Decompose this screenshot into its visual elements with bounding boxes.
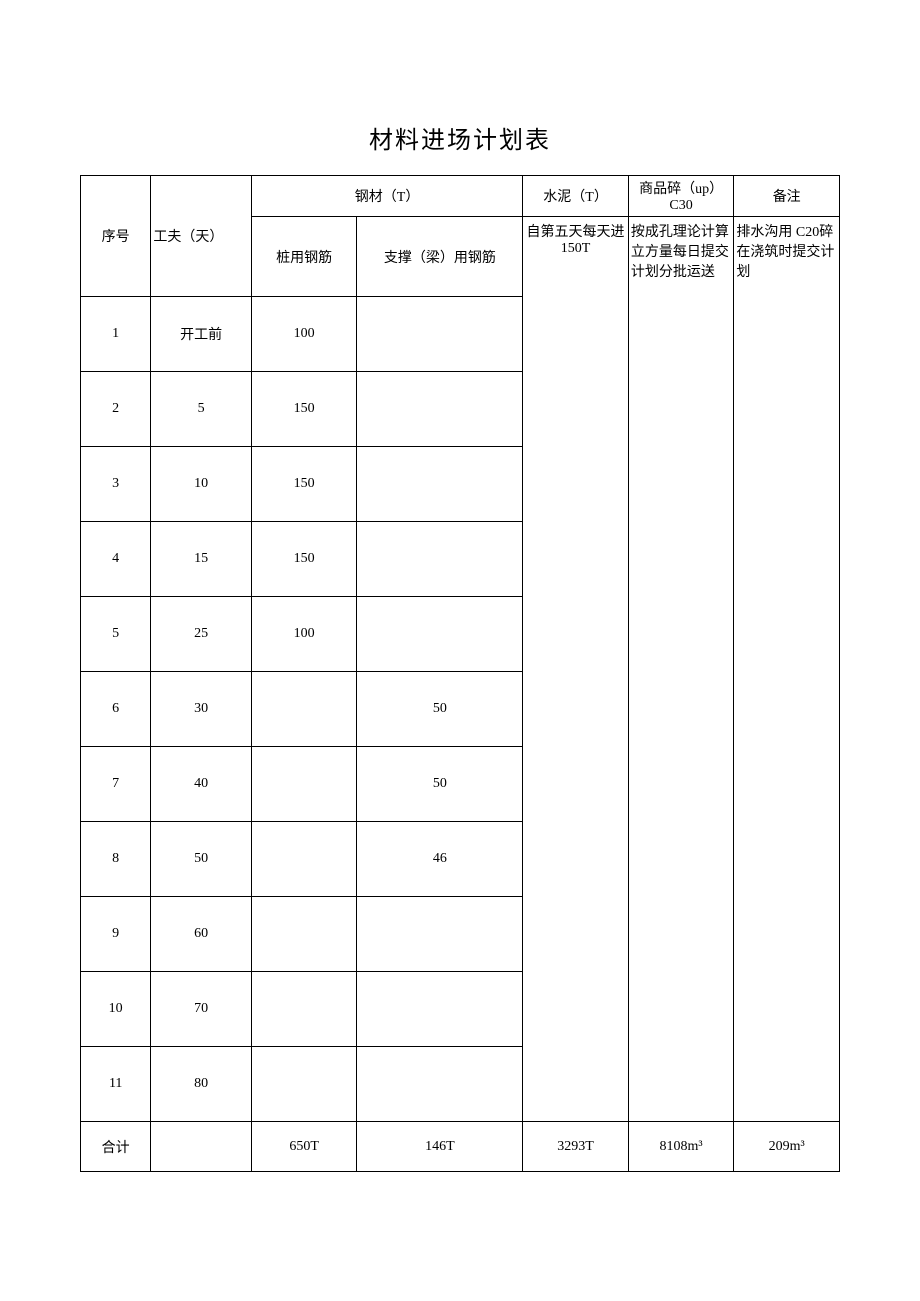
cell-days: 60 bbox=[151, 897, 252, 972]
cell-support bbox=[357, 297, 523, 372]
cell-days: 40 bbox=[151, 747, 252, 822]
total-pile: 650T bbox=[251, 1122, 357, 1172]
cell-pile bbox=[251, 1047, 357, 1122]
cell-pile bbox=[251, 972, 357, 1047]
total-row: 合计 650T 146T 3293T 8108m³ 209m³ bbox=[81, 1122, 840, 1172]
cell-seq: 5 bbox=[81, 597, 151, 672]
cell-days: 50 bbox=[151, 822, 252, 897]
header-days: 工夫（天） bbox=[151, 176, 252, 297]
cell-support bbox=[357, 972, 523, 1047]
cell-days: 5 bbox=[151, 372, 252, 447]
total-days bbox=[151, 1122, 252, 1172]
header-pile-steel: 桩用钢筋 bbox=[251, 217, 357, 297]
cell-seq: 7 bbox=[81, 747, 151, 822]
total-cement: 3293T bbox=[523, 1122, 629, 1172]
cell-days: 10 bbox=[151, 447, 252, 522]
cell-support bbox=[357, 597, 523, 672]
total-commodity: 8108m³ bbox=[628, 1122, 734, 1172]
cell-support bbox=[357, 897, 523, 972]
cell-seq: 4 bbox=[81, 522, 151, 597]
cell-pile bbox=[251, 672, 357, 747]
total-label: 合计 bbox=[81, 1122, 151, 1172]
remark-note-cell: 排水沟用 C20碎在浇筑时提交计划 bbox=[734, 217, 840, 1122]
header-seq: 序号 bbox=[81, 176, 151, 297]
cell-seq: 2 bbox=[81, 372, 151, 447]
cell-seq: 6 bbox=[81, 672, 151, 747]
cell-pile: 150 bbox=[251, 522, 357, 597]
cell-seq: 1 bbox=[81, 297, 151, 372]
cell-pile bbox=[251, 822, 357, 897]
cell-support bbox=[357, 1047, 523, 1122]
cell-days: 70 bbox=[151, 972, 252, 1047]
cell-support bbox=[357, 447, 523, 522]
cell-seq: 3 bbox=[81, 447, 151, 522]
cell-pile: 100 bbox=[251, 297, 357, 372]
cell-support: 50 bbox=[357, 747, 523, 822]
total-support: 146T bbox=[357, 1122, 523, 1172]
cell-seq: 10 bbox=[81, 972, 151, 1047]
cell-seq: 9 bbox=[81, 897, 151, 972]
cell-pile bbox=[251, 747, 357, 822]
cell-days: 15 bbox=[151, 522, 252, 597]
cell-days: 30 bbox=[151, 672, 252, 747]
cell-days: 25 bbox=[151, 597, 252, 672]
cell-days: 开工前 bbox=[151, 297, 252, 372]
commodity-note-cell: 按成孔理论计算立方量每日提交计划分批运送 bbox=[628, 217, 734, 1122]
cell-support: 50 bbox=[357, 672, 523, 747]
cell-days: 80 bbox=[151, 1047, 252, 1122]
cell-support bbox=[357, 372, 523, 447]
header-remark: 备注 bbox=[734, 176, 840, 217]
header-row-1: 序号 工夫（天） 钢材（T） 水泥（T） 商品碎（up）C30 备注 bbox=[81, 176, 840, 217]
header-cement: 水泥（T） bbox=[523, 176, 629, 217]
cement-note-cell: 自第五天每天进 150T bbox=[523, 217, 629, 1122]
header-support-steel: 支撑（梁）用钢筋 bbox=[357, 217, 523, 297]
cell-support: 46 bbox=[357, 822, 523, 897]
cell-pile: 150 bbox=[251, 372, 357, 447]
cell-pile: 100 bbox=[251, 597, 357, 672]
header-steel-group: 钢材（T） bbox=[251, 176, 522, 217]
material-schedule-table: 序号 工夫（天） 钢材（T） 水泥（T） 商品碎（up）C30 备注 桩用钢筋 … bbox=[80, 175, 840, 1172]
cell-seq: 11 bbox=[81, 1047, 151, 1122]
total-remark: 209m³ bbox=[734, 1122, 840, 1172]
page-title: 材料进场计划表 bbox=[80, 120, 840, 155]
cell-seq: 8 bbox=[81, 822, 151, 897]
header-commodity: 商品碎（up）C30 bbox=[628, 176, 734, 217]
cell-support bbox=[357, 522, 523, 597]
cell-pile bbox=[251, 897, 357, 972]
cell-pile: 150 bbox=[251, 447, 357, 522]
